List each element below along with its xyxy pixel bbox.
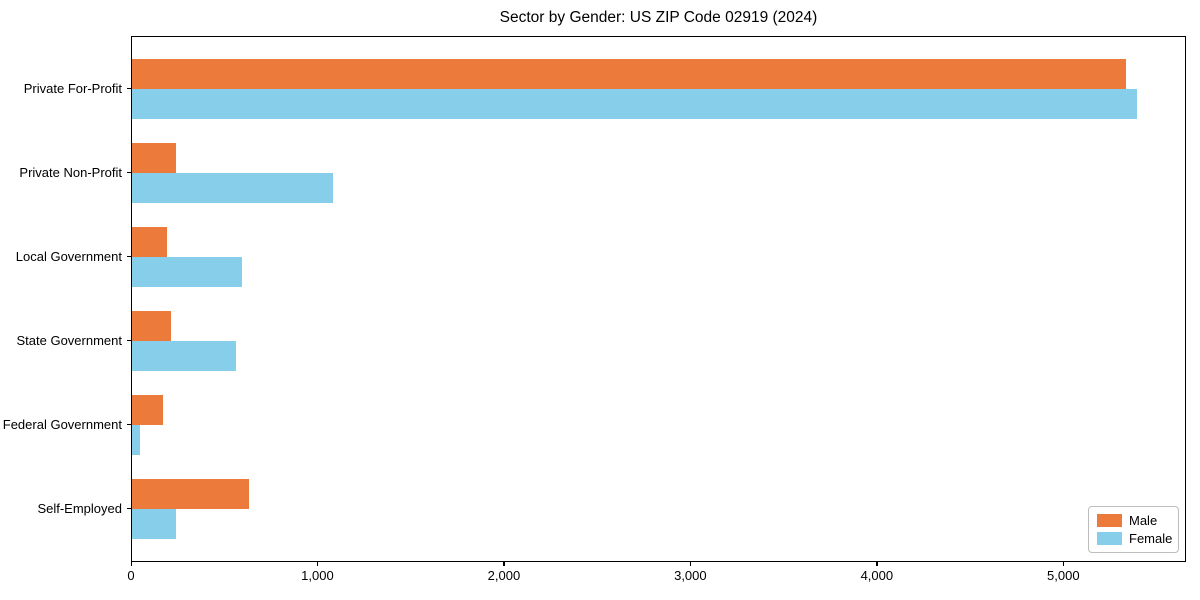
bar-female-1: [132, 173, 333, 203]
y-axis-label: Private For-Profit: [23, 81, 122, 96]
plot-area: [131, 36, 1186, 562]
bar-male-2: [132, 227, 167, 257]
y-axis-label: Federal Government: [2, 417, 122, 432]
bar-female-2: [132, 257, 242, 287]
x-tick-mark: [316, 561, 319, 566]
x-tick-label: 4,000: [860, 568, 894, 583]
bar-female-4: [132, 425, 140, 455]
y-tick-mark: [127, 507, 131, 509]
female-color-swatch: [1097, 532, 1122, 545]
legend-item-male: Male: [1097, 512, 1178, 528]
bar-male-5: [132, 479, 249, 509]
y-tick-mark: [127, 87, 131, 89]
bar-female-0: [132, 89, 1137, 119]
x-tick-label: 1,000: [301, 568, 334, 583]
y-axis-label: State Government: [16, 333, 123, 348]
y-axis-label: Self-Employed: [37, 501, 122, 516]
y-axis-label: Local Government: [15, 249, 122, 264]
x-tick-label: 0: [127, 568, 135, 583]
y-tick-mark: [127, 423, 131, 425]
x-tick-label: 5,000: [1047, 568, 1080, 583]
legend: Male Female: [1088, 506, 1179, 553]
x-tick-mark: [876, 561, 878, 566]
x-tick-label: 3,000: [674, 568, 707, 583]
bar-male-3: [132, 311, 171, 341]
bar-female-5: [132, 509, 176, 539]
bar-male-4: [132, 395, 163, 425]
male-color-swatch: [1097, 514, 1122, 527]
chart-title: Sector by Gender: US ZIP Code 02919 (202…: [499, 9, 818, 26]
y-tick-mark: [127, 255, 131, 257]
legend-label-female: Female: [1129, 530, 1173, 546]
y-axis-label: Private Non-Profit: [19, 165, 122, 180]
x-tick-label: 2,000: [487, 568, 521, 583]
bar-male-0: [132, 59, 1126, 89]
bar-female-3: [132, 341, 236, 371]
y-tick-mark: [127, 171, 131, 173]
legend-label-male: Male: [1129, 512, 1158, 528]
y-tick-mark: [127, 339, 131, 341]
x-tick-mark: [689, 561, 692, 566]
x-tick-mark: [130, 561, 132, 566]
bar-male-1: [132, 143, 176, 173]
legend-item-female: Female: [1097, 530, 1178, 546]
x-tick-mark: [503, 561, 505, 566]
x-tick-mark: [1062, 561, 1064, 566]
